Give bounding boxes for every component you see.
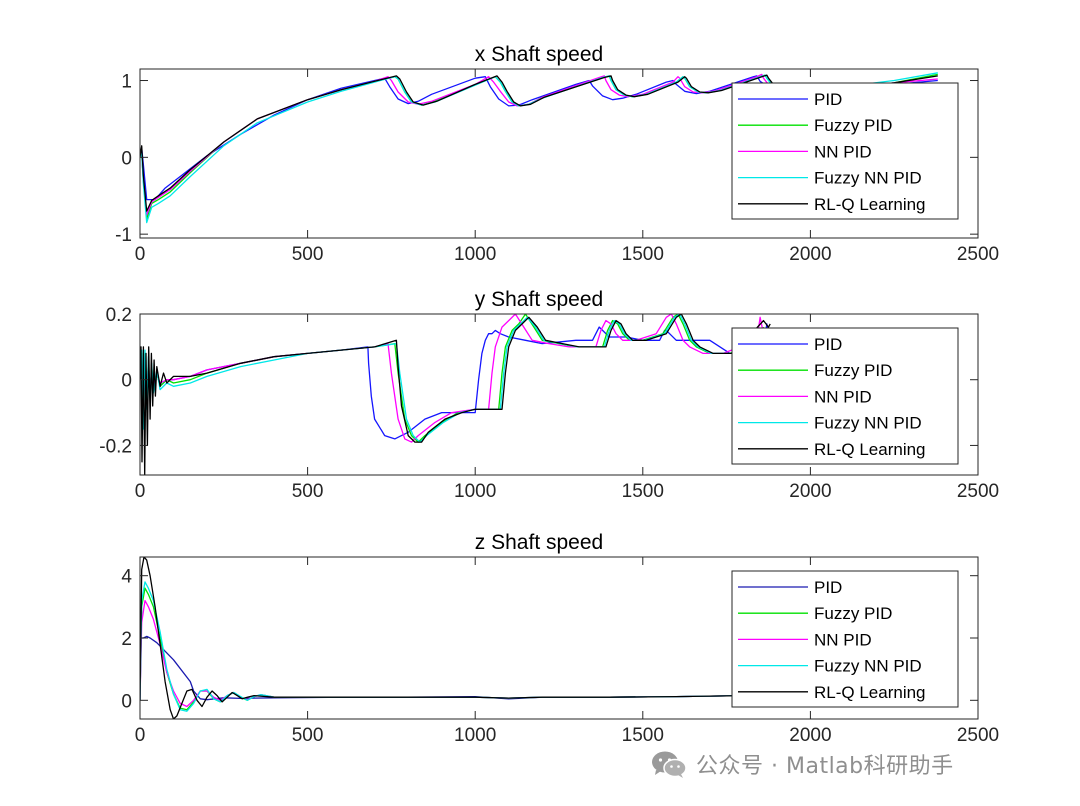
legend-label: RL-Q Learning xyxy=(814,440,926,459)
wechat-icon xyxy=(652,751,687,778)
x-tick-label: 0 xyxy=(135,481,146,502)
x-tick-label: 1500 xyxy=(622,725,664,746)
legend: PID Fuzzy PID NN PID Fuzzy NN PID RL-Q Learn… xyxy=(731,82,959,220)
legend-label: Fuzzy NN PID xyxy=(814,414,922,433)
x-tick-label: 500 xyxy=(292,481,324,502)
legend: PID Fuzzy PID NN PID Fuzzy NN PID RL-Q Learn… xyxy=(731,570,959,708)
y-tick-label: 0 xyxy=(121,371,132,392)
x-tick-label: 1000 xyxy=(454,725,496,746)
y-tick-label: -1 xyxy=(115,225,132,246)
watermark: 公众号 · Matlab科研助手 xyxy=(650,747,954,781)
legend-label: PID xyxy=(814,578,842,597)
axes-box xyxy=(139,313,979,476)
legend-label: NN PID xyxy=(814,142,872,161)
x-tick-label: 500 xyxy=(292,725,324,746)
legend-label: Fuzzy NN PID xyxy=(814,169,922,188)
watermark-text: 公众号 · Matlab科研助手 xyxy=(696,754,954,779)
series-line-rl-q-learning xyxy=(140,74,938,212)
legend-label: PID xyxy=(814,335,842,354)
series-line-rl-q-learning xyxy=(140,557,744,719)
x-tick-label: 2000 xyxy=(789,481,831,502)
chart-title: x Shaft speed xyxy=(475,43,603,66)
legend-label: Fuzzy PID xyxy=(814,604,892,623)
y-tick-label: 0 xyxy=(121,148,132,169)
legend-label: NN PID xyxy=(814,630,872,649)
legend-label: PID xyxy=(814,90,842,109)
y-tick-label: -0.2 xyxy=(99,436,132,457)
chart-title: z Shaft speed xyxy=(475,531,603,554)
legend: PID Fuzzy PID NN PID Fuzzy NN PID RL-Q Learn… xyxy=(731,327,959,465)
x-tick-label: 1000 xyxy=(454,244,496,265)
axes-box xyxy=(139,68,979,239)
subplot-2: 0 500 1000 1500 2000 2500 -0.2 0 0.2 y Shaft spee… xyxy=(99,288,999,502)
legend-label: NN PID xyxy=(814,387,872,406)
x-tick-label: 1500 xyxy=(622,244,664,265)
y-tick-label: 0 xyxy=(121,691,132,712)
x-tick-label: 2000 xyxy=(789,244,831,265)
subplot-3: 0 500 1000 1500 2000 2500 0 2 4 z Shaft speed PID F… xyxy=(121,531,999,746)
x-tick-label: 2500 xyxy=(957,244,999,265)
series-line-rl-q-learning xyxy=(140,314,771,475)
x-tick-label: 500 xyxy=(292,244,324,265)
x-tick-label: 0 xyxy=(135,244,146,265)
x-tick-label: 0 xyxy=(135,725,146,746)
chart-title: y Shaft speed xyxy=(475,288,603,311)
legend-label: Fuzzy PID xyxy=(814,361,892,380)
x-tick-label: 2000 xyxy=(789,725,831,746)
y-tick-label: 1 xyxy=(121,72,132,93)
y-tick-label: 2 xyxy=(121,629,132,650)
x-tick-label: 2500 xyxy=(957,725,999,746)
y-tick-label: 0.2 xyxy=(106,305,132,326)
x-tick-label: 1000 xyxy=(454,481,496,502)
x-tick-label: 2500 xyxy=(957,481,999,502)
legend-label: RL-Q Learning xyxy=(814,195,926,214)
y-tick-label: 4 xyxy=(121,567,132,588)
legend-label: RL-Q Learning xyxy=(814,683,926,702)
legend-label: Fuzzy NN PID xyxy=(814,657,922,676)
legend-label: Fuzzy PID xyxy=(814,116,892,135)
x-tick-label: 1500 xyxy=(622,481,664,502)
